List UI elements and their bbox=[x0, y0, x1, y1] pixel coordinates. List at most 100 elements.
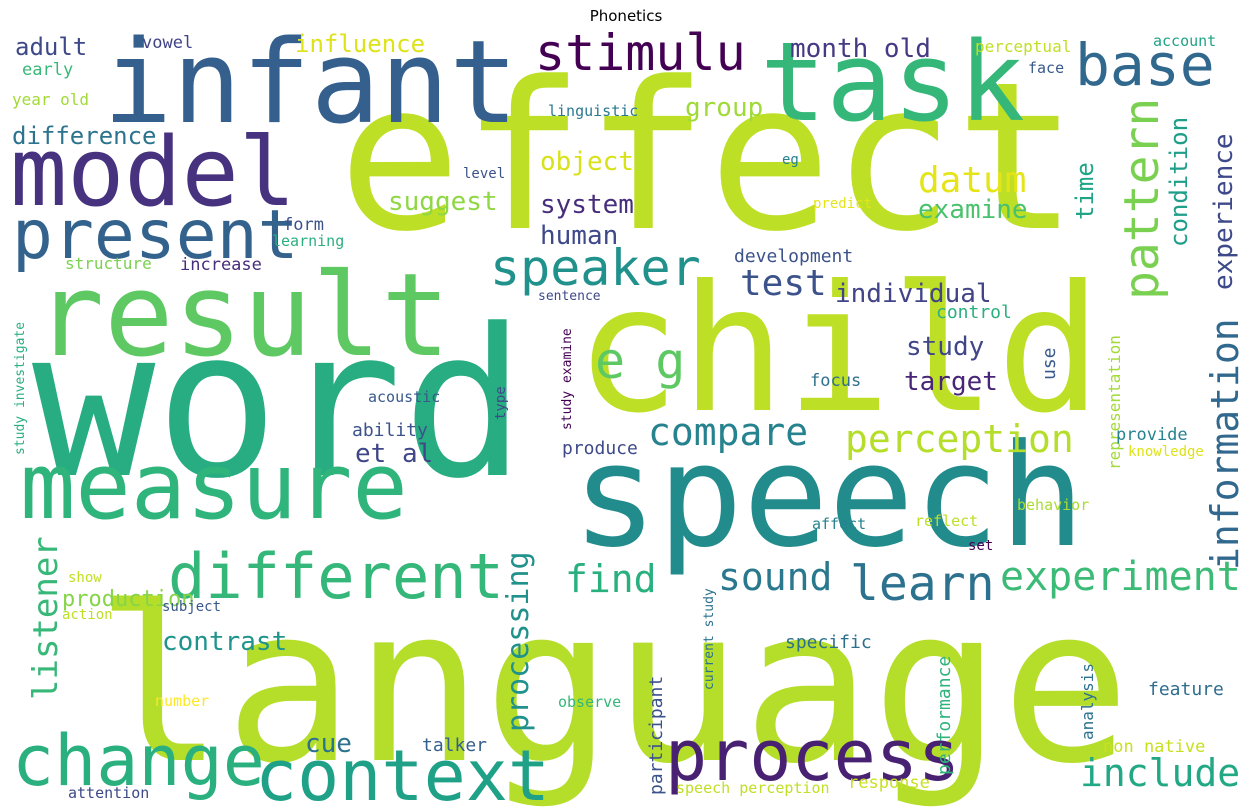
word-level: level bbox=[463, 166, 505, 182]
chart-title: Phonetics bbox=[589, 7, 663, 25]
word-behavior: behavior bbox=[1017, 496, 1089, 514]
word-vowel: vowel bbox=[142, 33, 193, 53]
word-test: test bbox=[740, 263, 827, 304]
word-system: system bbox=[540, 190, 634, 220]
word-time: time bbox=[1071, 162, 1099, 220]
word-suggest: suggest bbox=[388, 187, 498, 217]
word-infant: infant bbox=[103, 16, 518, 150]
word-account: account bbox=[1153, 32, 1216, 50]
word-et-al: et al bbox=[355, 439, 433, 469]
word-cue: cue bbox=[305, 729, 352, 759]
word-speech: speech bbox=[572, 414, 1085, 579]
word-datum: datum bbox=[918, 160, 1026, 201]
word-child: child bbox=[575, 249, 1102, 452]
word-month-old: month old bbox=[790, 34, 931, 64]
word-difference: difference bbox=[12, 122, 157, 150]
word-feature: feature bbox=[1148, 679, 1224, 700]
word-different: different bbox=[168, 540, 504, 613]
word-set: set bbox=[968, 538, 993, 554]
word-produce: produce bbox=[562, 438, 638, 459]
word-group: group bbox=[685, 93, 763, 123]
word-speaker: speaker bbox=[490, 239, 701, 297]
word-eg: eg bbox=[782, 152, 799, 168]
word-action: action bbox=[62, 607, 113, 623]
word-response: response bbox=[848, 773, 930, 793]
word-perceptual: perceptual bbox=[975, 37, 1071, 56]
word-predict: predict bbox=[813, 196, 872, 212]
word-word: word bbox=[32, 286, 526, 524]
word-representation: representation bbox=[1105, 335, 1124, 470]
word-analysis: analysis bbox=[1078, 663, 1097, 740]
word-context: context bbox=[255, 735, 550, 810]
word-performance: performance bbox=[934, 656, 955, 775]
word-learning: learning bbox=[272, 232, 344, 250]
word-speech-perception: speech perception bbox=[676, 779, 830, 797]
word-result: result bbox=[35, 249, 450, 383]
word-non-native: non native bbox=[1103, 737, 1205, 757]
word-sentence: sentence bbox=[538, 289, 601, 304]
word-ability: ability bbox=[352, 420, 428, 441]
word-task: task bbox=[760, 18, 1025, 146]
word-talker: talker bbox=[422, 735, 487, 756]
word-linguistic: linguistic bbox=[548, 102, 638, 120]
word-study: study bbox=[906, 332, 984, 362]
word-learn: learn bbox=[850, 556, 995, 612]
word-model: model bbox=[10, 118, 296, 228]
word-subject: subject bbox=[162, 599, 221, 615]
word-condition: condition bbox=[1165, 117, 1193, 247]
word-present: present bbox=[12, 196, 299, 275]
word-type: type bbox=[493, 386, 509, 420]
word-show: show bbox=[68, 570, 102, 586]
word-compare: compare bbox=[648, 410, 808, 454]
word-experience: experience bbox=[1209, 133, 1239, 290]
word-contrast: contrast bbox=[162, 627, 287, 657]
word-increase: increase bbox=[180, 255, 262, 275]
word-early: early bbox=[22, 60, 73, 80]
word-information: information bbox=[1203, 318, 1247, 570]
word-language: language bbox=[95, 560, 1131, 810]
word-reflect: reflect bbox=[915, 512, 978, 530]
word-affect: affect bbox=[812, 515, 866, 533]
word-stimulu: stimulu bbox=[535, 24, 746, 82]
word-current-study: current study bbox=[702, 588, 717, 690]
word-participant: participant bbox=[646, 676, 667, 795]
word-development: development bbox=[734, 246, 853, 267]
word-examine: examine bbox=[918, 195, 1028, 225]
word-study-examine: study examine bbox=[560, 328, 575, 430]
word-human: human bbox=[540, 221, 618, 251]
word-listener: listener bbox=[26, 536, 66, 700]
word-influence: influence bbox=[295, 30, 425, 58]
word-production: production bbox=[62, 587, 194, 612]
word-form: form bbox=[283, 215, 324, 235]
word-process: process bbox=[665, 715, 960, 797]
word-find: find bbox=[565, 557, 657, 601]
word-acoustic: acoustic bbox=[368, 388, 440, 406]
word-perception: perception bbox=[845, 417, 1074, 461]
word-processing: processing bbox=[501, 551, 536, 732]
word-number: number bbox=[155, 692, 209, 710]
word-sound: sound bbox=[718, 555, 832, 599]
word-individual: individual bbox=[835, 279, 992, 309]
word-measure: measure bbox=[20, 433, 408, 540]
word-target: target bbox=[904, 367, 998, 397]
word-observe: observe bbox=[558, 693, 621, 711]
word-adult: adult bbox=[15, 33, 87, 61]
word-study-investigate: study investigate bbox=[13, 322, 28, 455]
word-provide: provide bbox=[1116, 425, 1188, 445]
word-focus: focus bbox=[810, 371, 861, 391]
word-effect: effect bbox=[338, 39, 1079, 277]
word-pattern: pattern bbox=[1114, 98, 1170, 300]
word-e-g: e g bbox=[595, 332, 685, 390]
word-control: control bbox=[936, 302, 1012, 323]
word-year-old: year old bbox=[12, 90, 89, 109]
word-change: change bbox=[12, 720, 265, 802]
word-face: face bbox=[1028, 59, 1064, 77]
word-structure: structure bbox=[65, 254, 152, 273]
word-knowledge: knowledge bbox=[1128, 444, 1204, 460]
word-base: base bbox=[1075, 31, 1215, 99]
word-use: use bbox=[1039, 347, 1060, 380]
word-object: object bbox=[540, 147, 634, 177]
word-specific: specific bbox=[785, 632, 872, 653]
word-attention: attention bbox=[68, 784, 149, 802]
